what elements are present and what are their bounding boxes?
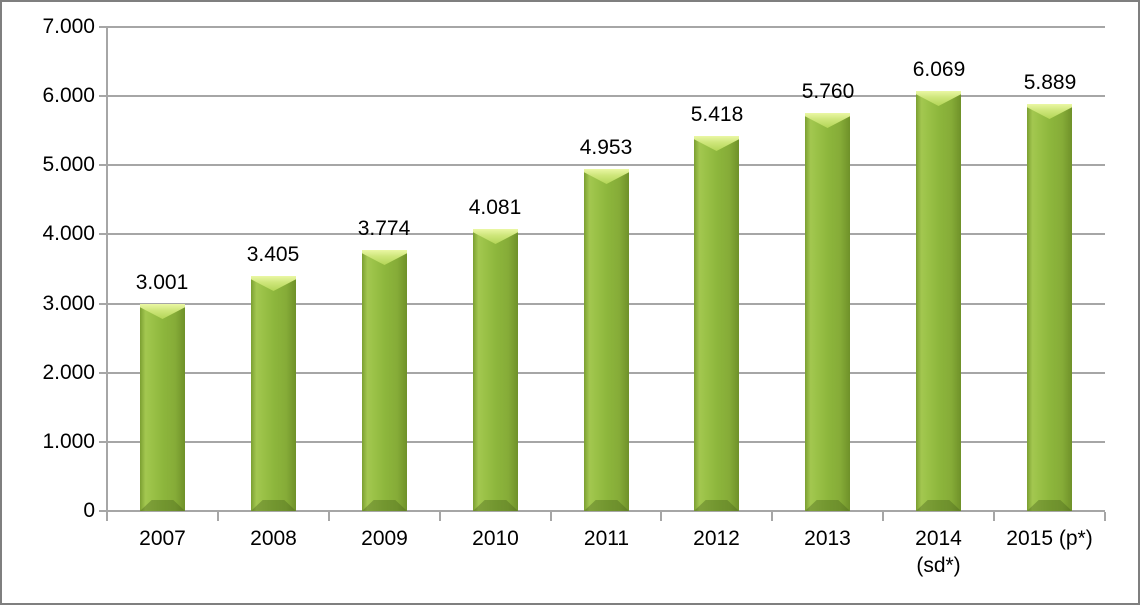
- bar: [805, 113, 850, 511]
- x-category-label: 2008: [250, 527, 297, 550]
- x-category-label: 2010: [472, 527, 519, 550]
- x-category-label: 2011: [583, 527, 630, 550]
- x-tick-mark: [106, 512, 108, 521]
- x-category-label: 2012: [693, 527, 740, 550]
- bar: [251, 276, 296, 511]
- bar: [584, 169, 629, 511]
- x-category-label: 2015 (p*): [1006, 527, 1093, 550]
- bar: [362, 250, 407, 511]
- y-gridline: [99, 95, 1105, 97]
- x-category-label: 2009: [361, 527, 408, 550]
- bar-value-label: 6.069: [912, 58, 966, 81]
- x-tick-mark: [660, 512, 662, 521]
- y-tick-label: 2.000: [42, 361, 95, 384]
- y-tick-label: 1.000: [42, 430, 95, 453]
- y-tick-label: 3.000: [42, 292, 95, 315]
- x-category-label: 2014 (sd*): [915, 527, 962, 577]
- bar-value-label: 5.418: [690, 103, 744, 126]
- x-category-label: 2013: [804, 527, 851, 550]
- x-tick-mark: [328, 512, 330, 521]
- x-tick-mark: [993, 512, 995, 521]
- x-tick-mark: [882, 512, 884, 521]
- bar: [1027, 104, 1072, 511]
- bar: [694, 136, 739, 511]
- bar-value-label: 5.889: [1023, 71, 1077, 94]
- y-tick-label: 4.000: [42, 222, 95, 245]
- y-tick-label: 0: [83, 499, 95, 522]
- x-category-label: 2007: [139, 527, 186, 550]
- bar-value-label: 5.760: [801, 80, 855, 103]
- x-tick-mark: [550, 512, 552, 521]
- bar-value-label: 3.001: [135, 271, 189, 294]
- bar-value-label: 4.953: [579, 136, 633, 159]
- y-gridline: [99, 164, 1105, 166]
- x-tick-mark: [439, 512, 441, 521]
- y-tick-label: 5.000: [42, 153, 95, 176]
- bar: [473, 229, 518, 511]
- bar-value-label: 3.774: [357, 217, 411, 240]
- bar-value-label: 3.405: [246, 243, 300, 266]
- x-tick-mark: [771, 512, 773, 521]
- y-tick-label: 6.000: [42, 84, 95, 107]
- y-gridline: [99, 510, 1105, 512]
- x-tick-mark: [1104, 512, 1106, 521]
- x-tick-mark: [217, 512, 219, 521]
- y-tick-label: 7.000: [42, 15, 95, 38]
- bar-value-label: 4.081: [468, 196, 522, 219]
- y-axis-line: [106, 27, 108, 520]
- bar: [916, 91, 961, 511]
- bar: [140, 304, 185, 511]
- y-gridline: [99, 26, 1105, 28]
